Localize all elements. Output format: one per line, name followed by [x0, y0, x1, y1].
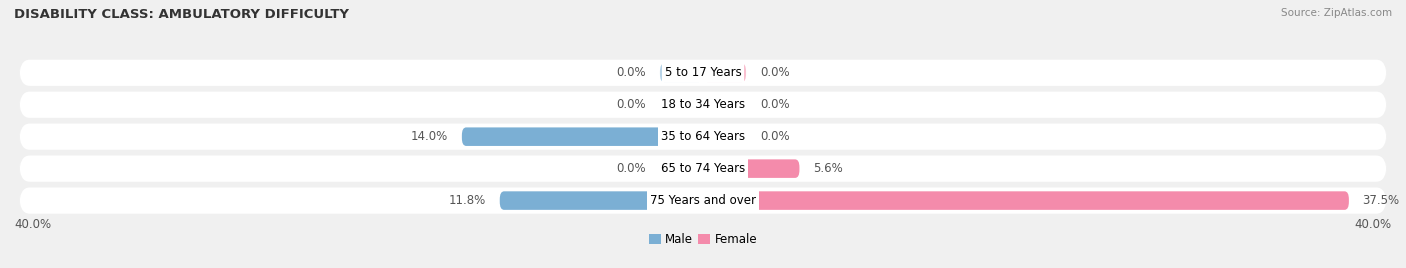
- Text: 0.0%: 0.0%: [617, 98, 647, 111]
- Text: 0.0%: 0.0%: [617, 162, 647, 175]
- FancyBboxPatch shape: [20, 188, 1386, 214]
- FancyBboxPatch shape: [703, 64, 747, 82]
- Text: 65 to 74 Years: 65 to 74 Years: [661, 162, 745, 175]
- FancyBboxPatch shape: [703, 159, 800, 178]
- Legend: Male, Female: Male, Female: [644, 228, 762, 250]
- FancyBboxPatch shape: [703, 127, 747, 146]
- Text: 5.6%: 5.6%: [813, 162, 844, 175]
- FancyBboxPatch shape: [20, 92, 1386, 118]
- Text: 0.0%: 0.0%: [759, 98, 789, 111]
- Text: 37.5%: 37.5%: [1362, 194, 1400, 207]
- FancyBboxPatch shape: [659, 64, 703, 82]
- Text: 0.0%: 0.0%: [617, 66, 647, 79]
- FancyBboxPatch shape: [20, 124, 1386, 150]
- Text: 40.0%: 40.0%: [1355, 218, 1392, 231]
- FancyBboxPatch shape: [20, 60, 1386, 86]
- FancyBboxPatch shape: [659, 159, 703, 178]
- Text: Source: ZipAtlas.com: Source: ZipAtlas.com: [1281, 8, 1392, 18]
- Text: 75 Years and over: 75 Years and over: [650, 194, 756, 207]
- Text: 0.0%: 0.0%: [759, 66, 789, 79]
- FancyBboxPatch shape: [461, 127, 703, 146]
- Text: DISABILITY CLASS: AMBULATORY DIFFICULTY: DISABILITY CLASS: AMBULATORY DIFFICULTY: [14, 8, 349, 21]
- FancyBboxPatch shape: [659, 95, 703, 114]
- FancyBboxPatch shape: [703, 191, 1348, 210]
- FancyBboxPatch shape: [499, 191, 703, 210]
- Text: 0.0%: 0.0%: [759, 130, 789, 143]
- Text: 11.8%: 11.8%: [449, 194, 486, 207]
- Text: 5 to 17 Years: 5 to 17 Years: [665, 66, 741, 79]
- FancyBboxPatch shape: [703, 95, 747, 114]
- Text: 18 to 34 Years: 18 to 34 Years: [661, 98, 745, 111]
- FancyBboxPatch shape: [20, 155, 1386, 182]
- Text: 14.0%: 14.0%: [411, 130, 449, 143]
- Text: 40.0%: 40.0%: [14, 218, 51, 231]
- Text: 35 to 64 Years: 35 to 64 Years: [661, 130, 745, 143]
